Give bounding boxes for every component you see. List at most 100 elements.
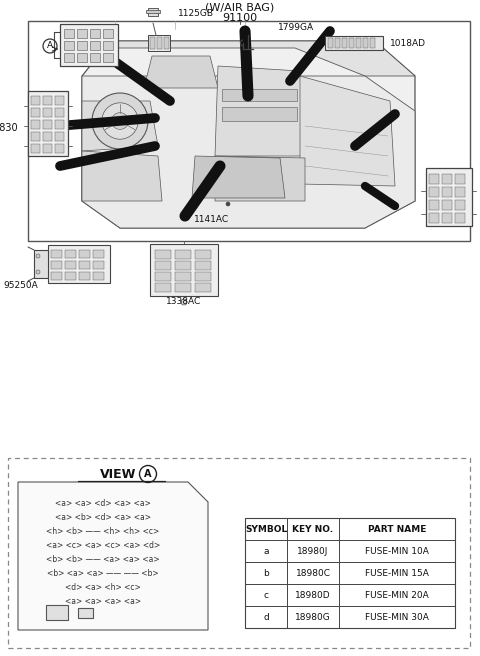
Text: <a> <b> <d> <a> <a>: <a> <b> <d> <a> <a> [55,514,151,522]
Bar [442,187,452,197]
Bar [31,144,40,153]
Bar [442,174,452,184]
Text: A: A [144,469,152,479]
Bar [93,261,104,269]
Bar [51,250,62,258]
Bar [195,261,211,270]
Bar [429,187,439,197]
Bar [65,250,76,258]
Circle shape [36,254,40,258]
Bar [175,261,191,270]
Bar [31,132,40,141]
Bar [8,458,470,648]
Bar [222,107,297,121]
Text: FUSE-MIN 30A: FUSE-MIN 30A [365,613,429,621]
Bar [77,29,87,38]
Circle shape [92,93,148,149]
Bar [442,200,452,210]
Text: b: b [263,569,269,577]
Bar [155,261,171,270]
Circle shape [226,202,230,206]
Bar [328,38,333,48]
Text: 18980D: 18980D [295,590,331,600]
Text: 91100: 91100 [222,13,258,23]
Bar [455,200,465,210]
Bar [175,250,191,259]
Text: 95250A: 95250A [3,281,38,291]
Bar [245,518,455,628]
Bar [43,108,52,117]
Bar [51,272,62,280]
Text: <h> <b> —— <h> <h> <c>: <h> <b> —— <h> <h> <c> [47,527,160,537]
Bar [64,29,74,38]
Bar [60,24,118,66]
Polygon shape [82,101,158,151]
Bar [148,35,170,51]
Bar [28,21,470,241]
Bar [48,245,110,283]
Text: 18980C: 18980C [296,569,331,577]
Polygon shape [82,41,415,228]
Bar [31,120,40,129]
Text: FUSE-MIN 20A: FUSE-MIN 20A [365,590,429,600]
Bar [455,213,465,223]
Bar [370,38,375,48]
Bar [51,261,62,269]
Bar [155,283,171,292]
Bar [55,132,64,141]
Bar [90,41,100,50]
Text: PART NAME: PART NAME [368,525,426,533]
Bar [46,605,68,620]
Text: 1799GA: 1799GA [278,22,314,31]
Bar [43,132,52,141]
Bar [335,38,340,48]
Bar [429,174,439,184]
Bar [65,272,76,280]
Polygon shape [82,151,162,201]
Bar [43,144,52,153]
Bar [28,91,68,156]
Bar [342,38,347,48]
Bar [195,250,211,259]
Bar [455,187,465,197]
Bar [43,120,52,129]
Bar [55,108,64,117]
Text: d: d [263,613,269,621]
Polygon shape [300,76,395,186]
Text: 18980G: 18980G [295,613,331,621]
Text: <a> <a> <a> <a>: <a> <a> <a> <a> [65,598,141,607]
Text: <a> <a> <d> <a> <a>: <a> <a> <d> <a> <a> [55,499,151,508]
Bar [43,96,52,105]
Polygon shape [82,76,415,228]
Bar [103,29,113,38]
Polygon shape [18,482,208,630]
Bar [195,272,211,281]
Bar [429,213,439,223]
Text: 18980J: 18980J [297,546,329,556]
Bar [150,244,218,296]
Bar [90,29,100,38]
Text: 91830: 91830 [0,123,18,133]
Text: KEY NO.: KEY NO. [292,525,334,533]
Bar [55,144,64,153]
Bar [55,96,64,105]
Bar [429,200,439,210]
Bar [146,10,160,13]
Bar [150,37,155,49]
Bar [155,250,171,259]
Bar [79,261,90,269]
Text: 1338AC: 1338AC [167,297,202,306]
Circle shape [111,113,129,129]
Text: VIEW: VIEW [100,468,136,480]
Bar [155,272,171,281]
Bar [90,53,100,62]
Bar [222,89,297,101]
Bar [55,120,64,129]
Polygon shape [215,66,305,156]
Bar [93,272,104,280]
Text: a: a [263,546,269,556]
Polygon shape [110,41,415,76]
Text: FUSE-MIN 15A: FUSE-MIN 15A [365,569,429,577]
Bar [442,213,452,223]
Bar [64,53,74,62]
